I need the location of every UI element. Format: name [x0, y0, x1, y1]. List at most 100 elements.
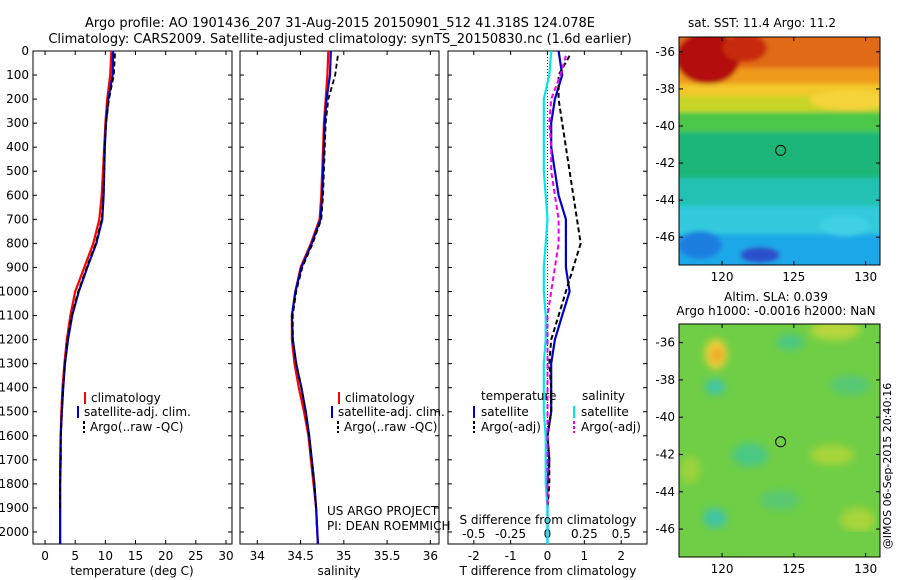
map-xtick-label: 120 [711, 270, 734, 284]
ytick-label: 1400 [0, 381, 29, 395]
ytick-label: 1000 [0, 284, 29, 298]
argo-line [59, 53, 116, 508]
temperature-yticks: 0 100 200 300 400 500 600 700 800 900 1000 1100 1200… [0, 44, 232, 539]
xtick-label: 36 [423, 549, 438, 563]
ytick-label: 300 [6, 116, 29, 130]
xtick-label: -1 [505, 549, 517, 563]
xtick-label: 5 [71, 549, 79, 563]
ytick-label: 800 [6, 236, 29, 250]
difference-legend: temperature satellite Argo(-adj) salinit… [473, 389, 641, 434]
xtick-label: 35 [336, 549, 351, 563]
ytick-label: 1100 [0, 309, 29, 323]
sst-map-title: sat. SST: 11.4 Argo: 11.2 [688, 16, 836, 30]
ytick-label: 2000 [0, 525, 29, 539]
xtick-label: 34 [250, 549, 265, 563]
sla-map: Altim. SLA: 0.039 Argo h1000: -0.0016 h2… [655, 290, 881, 576]
legend-label-argo: Argo(..raw -QC) [90, 420, 183, 434]
ytick-label: 1500 [0, 405, 29, 419]
temperature-lines [58, 50, 116, 544]
map-ytick-label: -44 [655, 193, 675, 207]
salinity-panel: 34 34.5 35 35.5 36 salinity climatology sate… [239, 50, 450, 578]
temperature-xticks: 0 5 10 15 20 25 30 [41, 51, 234, 563]
s-xtick-label: 0.25 [571, 527, 598, 541]
xtick-label: 0 [41, 549, 49, 563]
temp-satellite-diff-line [546, 50, 571, 544]
map-ytick-label: -36 [655, 336, 675, 350]
map-ytick-label: -42 [655, 156, 675, 170]
ytick-label: 1900 [0, 501, 29, 515]
sst-map-frame [678, 36, 881, 266]
map-xtick-label: 125 [782, 270, 805, 284]
difference-xticks: -2 -1 0 1 2 [468, 51, 625, 563]
xtick-label: 30 [218, 549, 233, 563]
legend-label-sal-argo: Argo(-adj) [581, 420, 641, 434]
climatology-line [58, 50, 113, 544]
s-xtick-label: 0.5 [612, 527, 631, 541]
salinity-axes-frame [239, 50, 440, 545]
legend-label-climatology: climatology [345, 391, 415, 405]
difference-yticks [448, 50, 647, 533]
temperature-legend: climatology satellite-adj. clim. Argo(..… [77, 391, 191, 434]
xtick-label: -2 [468, 549, 480, 563]
map-xtick-label: 120 [711, 562, 734, 576]
t-difference-label: T difference from climatology [459, 564, 637, 578]
salinity-xticks: 34 34.5 35 35.5 36 [250, 51, 438, 563]
project-label: US ARGO PROJECT [327, 504, 439, 518]
salinity-xlabel: salinity [317, 564, 360, 578]
salinity-legend: climatology satellite-adj. clim. Argo(..… [331, 391, 445, 434]
legend-label-temp-satellite: satellite [481, 405, 529, 419]
ytick-label: 1800 [0, 477, 29, 491]
sla-map-yticks: -36 -38 -40 -42 -44 -46 [655, 336, 880, 536]
ytick-label: 1700 [0, 453, 29, 467]
map-xtick-label: 125 [782, 562, 805, 576]
title-line-2: Climatology: CARS2009. Satellite-adjuste… [48, 32, 631, 47]
map-ytick-label: -38 [655, 373, 675, 387]
map-ytick-label: -40 [655, 410, 675, 424]
ytick-label: 400 [6, 140, 29, 154]
xtick-label: 1 [581, 549, 589, 563]
ytick-label: 1200 [0, 333, 29, 347]
map-ytick-label: -42 [655, 447, 675, 461]
legend-label-argo: Argo(..raw -QC) [344, 420, 437, 434]
ytick-label: 1300 [0, 357, 29, 371]
sla-map-title-2: Argo h1000: -0.0016 h2000: NaN [676, 304, 875, 318]
argo-float-marker [775, 436, 787, 448]
xtick-label: 35.5 [374, 549, 401, 563]
difference-lines [542, 50, 582, 544]
map-ytick-label: -40 [655, 119, 675, 133]
salinity-lines [290, 50, 339, 545]
ytick-label: 900 [6, 260, 29, 274]
sla-field [679, 324, 880, 557]
ytick-label: 1600 [0, 429, 29, 443]
s-xtick-label: -0.25 [495, 527, 526, 541]
title-line-1: Argo profile: AO 1901436_207 31-Aug-2015… [85, 16, 595, 31]
xtick-label: 0 [544, 549, 552, 563]
imos-credit: @IMOS 06-Sep-2015 20:40:16 [881, 383, 894, 549]
sal-argo-diff-line [546, 55, 567, 508]
map-ytick-label: -38 [655, 82, 675, 96]
sst-map-yticks: -36 -38 -40 -42 -44 -46 [655, 45, 880, 244]
sla-map-frame [678, 323, 881, 558]
ytick-label: 500 [6, 164, 29, 178]
legend-label-satellite: satellite-adj. clim. [84, 405, 191, 419]
pi-label: PI: DEAN ROEMMICH [327, 519, 450, 533]
argo-float-marker [775, 144, 787, 156]
map-ytick-label: -46 [655, 522, 675, 536]
sst-map-xticks: 120 125 130 [711, 37, 877, 284]
s-xtick-label: -0.5 [462, 527, 485, 541]
temperature-panel: 0100200300400500600700800900100011001200… [0, 44, 234, 578]
legend-label-climatology: climatology [91, 391, 161, 405]
legend-heading-salinity: salinity [582, 389, 625, 403]
xtick-label: 34.5 [287, 549, 314, 563]
xtick-label: 20 [158, 549, 173, 563]
sla-map-title-1: Altim. SLA: 0.039 [724, 290, 828, 304]
legend-label-sal-satellite: satellite [581, 405, 629, 419]
xtick-label: 15 [128, 549, 143, 563]
ytick-label: 700 [6, 212, 29, 226]
legend-label-satellite: satellite-adj. clim. [338, 405, 445, 419]
xtick-label: 10 [98, 549, 113, 563]
sst-map: sat. SST: 11.4 Argo: 11.2 [655, 16, 881, 284]
sal-satellite-diff-line [542, 50, 553, 544]
difference-s-xticks: -0.5 -0.25 0 0.25 0.5 [462, 527, 631, 541]
